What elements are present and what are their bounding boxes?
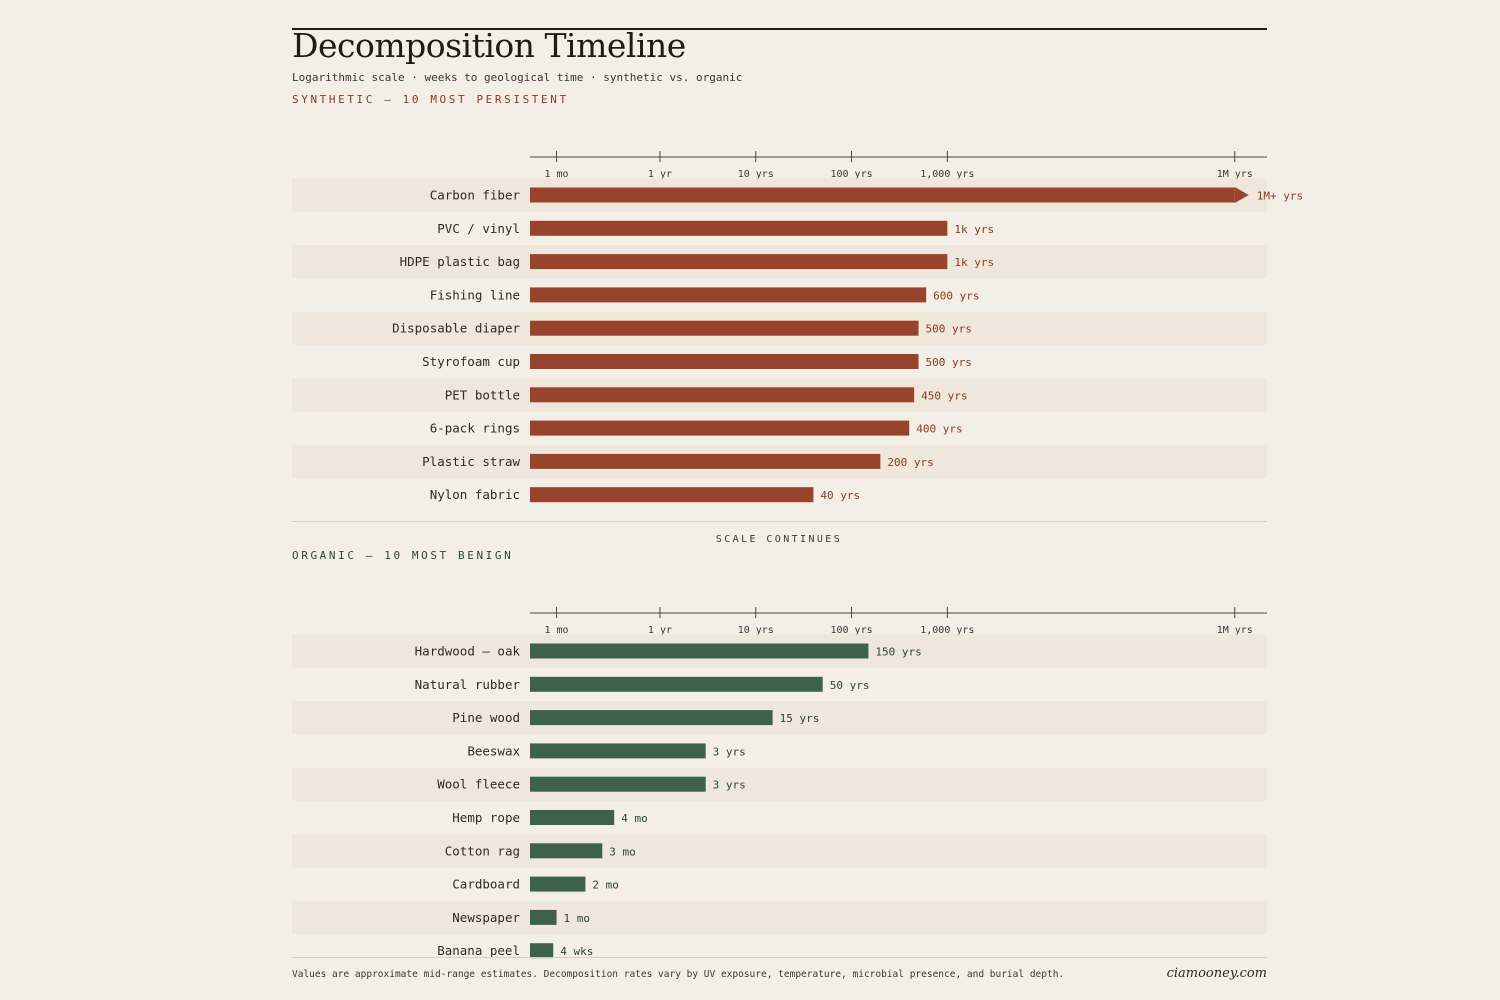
bar-value-label: 450 yrs bbox=[921, 389, 967, 402]
category-label: HDPE plastic bag bbox=[400, 254, 520, 269]
bar-value-label: 4 mo bbox=[621, 812, 648, 825]
row-band bbox=[292, 834, 1267, 868]
category-label: Cardboard bbox=[452, 877, 520, 892]
row-band bbox=[292, 767, 1267, 801]
category-label: Newspaper bbox=[452, 910, 520, 925]
category-label: Cotton rag bbox=[445, 843, 520, 858]
bar-value-label: 500 yrs bbox=[926, 323, 972, 336]
category-label: Fishing line bbox=[430, 287, 520, 302]
x-axis-tick-label: 10 yrs bbox=[738, 625, 774, 636]
bar bbox=[530, 909, 557, 925]
bar-value-label: 150 yrs bbox=[875, 646, 921, 659]
x-axis-tick-label: 1,000 yrs bbox=[920, 169, 974, 180]
bar-value-label: 4 wks bbox=[560, 945, 593, 958]
footer-rule bbox=[292, 957, 1267, 958]
x-axis-tick-label: 10 yrs bbox=[738, 169, 774, 180]
bar bbox=[530, 643, 869, 659]
row-band bbox=[292, 700, 1267, 735]
bar bbox=[530, 810, 615, 825]
x-axis-tick-label: 1M yrs bbox=[1217, 625, 1253, 636]
bar-value-label: 1k yrs bbox=[954, 223, 994, 236]
bar-value-label: 40 yrs bbox=[820, 489, 860, 502]
title-rule bbox=[292, 28, 1267, 30]
bar bbox=[530, 876, 586, 892]
bar-value-label: 3 yrs bbox=[713, 779, 746, 792]
source-credit: ciamooney.com bbox=[1166, 966, 1267, 981]
x-axis-tick-label: 1 mo bbox=[545, 625, 569, 636]
category-label: Beeswax bbox=[467, 743, 520, 758]
bar bbox=[530, 387, 915, 403]
scale-continues-label: SCALE CONTINUES bbox=[715, 534, 843, 545]
bar-value-label: 200 yrs bbox=[887, 456, 933, 469]
bar bbox=[530, 776, 706, 792]
category-label: Wool fleece bbox=[437, 777, 520, 792]
bar bbox=[530, 676, 823, 692]
x-axis-tick-label: 1 mo bbox=[545, 169, 569, 180]
bar-arrow-head bbox=[1234, 187, 1249, 203]
category-label: Hemp rope bbox=[452, 810, 520, 825]
bar bbox=[530, 487, 814, 503]
bar-value-label: 1 mo bbox=[564, 912, 591, 925]
bar-value-label: 500 yrs bbox=[926, 356, 972, 369]
bar-value-label: 3 mo bbox=[609, 845, 636, 858]
bar-value-label: 1M+ yrs bbox=[1257, 190, 1303, 203]
x-axis-tick-label: 1 yr bbox=[648, 169, 672, 180]
category-label: Hardwood — oak bbox=[415, 644, 521, 659]
bar bbox=[530, 710, 773, 726]
bar bbox=[530, 420, 910, 436]
category-label: Plastic straw bbox=[422, 454, 520, 469]
bar-value-label: 15 yrs bbox=[780, 712, 820, 725]
category-label: PET bottle bbox=[445, 387, 520, 402]
synthetic-section-label: SYNTHETIC — 10 MOST PERSISTENT bbox=[292, 93, 569, 106]
bar bbox=[530, 453, 881, 469]
x-axis-tick-label: 100 yrs bbox=[830, 625, 872, 636]
category-label: Carbon fiber bbox=[430, 188, 521, 203]
bar-value-label: 600 yrs bbox=[933, 289, 979, 302]
row-band bbox=[292, 900, 1267, 935]
page-title: Decomposition Timeline bbox=[292, 26, 686, 65]
bar bbox=[530, 254, 948, 270]
x-axis-tick-label: 1 yr bbox=[648, 625, 672, 636]
bar bbox=[530, 320, 919, 336]
category-label: Pine wood bbox=[452, 710, 520, 725]
category-label: Nylon fabric bbox=[430, 487, 520, 502]
x-axis-tick-label: 100 yrs bbox=[830, 169, 872, 180]
organic-chart: 1 mo 1 yr 10 yrs 100 yrs 1,000 yrs 1M yrs Hard… bbox=[292, 607, 1267, 959]
x-axis-tick-label: 1,000 yrs bbox=[920, 625, 974, 636]
category-label: Natural rubber bbox=[415, 677, 521, 692]
bar bbox=[530, 843, 603, 859]
bar bbox=[530, 187, 1235, 203]
bar bbox=[530, 743, 706, 759]
category-label: Banana peel bbox=[437, 943, 520, 958]
bar bbox=[530, 287, 927, 303]
organic-section-label: ORGANIC — 10 MOST BENIGN bbox=[292, 549, 514, 562]
bar-value-label: 400 yrs bbox=[916, 423, 962, 436]
category-label: Styrofoam cup bbox=[422, 354, 520, 369]
page-subtitle: Logarithmic scale · weeks to geological … bbox=[292, 71, 743, 84]
section-divider bbox=[292, 521, 1267, 522]
x-axis-tick-label: 1M yrs bbox=[1217, 169, 1253, 180]
bar-value-label: 2 mo bbox=[592, 879, 619, 892]
category-label: 6-pack rings bbox=[430, 421, 520, 436]
bar bbox=[530, 220, 948, 236]
bar-value-label: 50 yrs bbox=[830, 679, 870, 692]
synthetic-chart: 1 mo 1 yr 10 yrs 100 yrs 1,000 yrs 1M yrs Carb… bbox=[292, 151, 1303, 503]
footnote: Values are approximate mid-range estimat… bbox=[292, 969, 1065, 980]
bar bbox=[530, 943, 554, 959]
category-label: Disposable diaper bbox=[392, 321, 520, 336]
bar-value-label: 3 yrs bbox=[713, 745, 746, 758]
category-label: PVC / vinyl bbox=[437, 221, 520, 236]
bar-value-label: 1k yrs bbox=[954, 256, 994, 269]
bar bbox=[530, 354, 919, 369]
